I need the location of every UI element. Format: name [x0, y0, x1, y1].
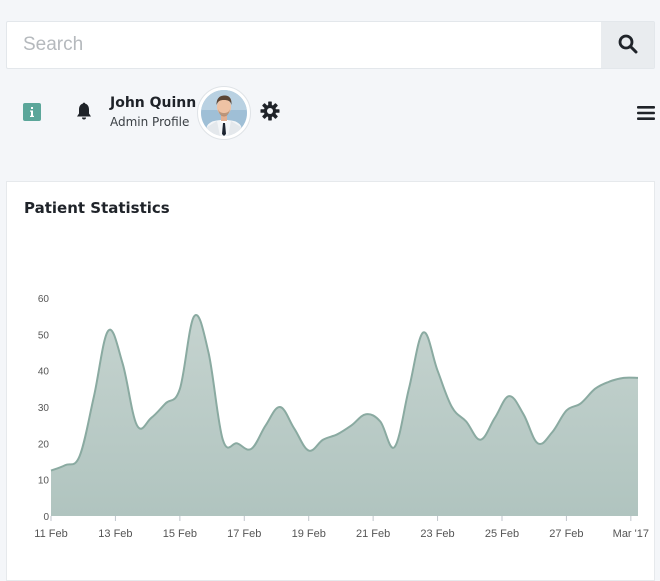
- x-tick-label: 17 Feb: [227, 528, 261, 540]
- y-tick-label: 0: [43, 512, 49, 523]
- info-icon[interactable]: [23, 103, 41, 121]
- patient-statistics-card: Patient Statistics 0 10 20 30 40 50 60 11 Feb 13…: [6, 181, 655, 581]
- y-tick-label: 60: [38, 294, 50, 305]
- y-tick-label: 10: [38, 476, 50, 487]
- x-tick-label: 21 Feb: [356, 528, 390, 540]
- search-icon: [618, 34, 638, 57]
- search-bar: [6, 21, 655, 69]
- x-tick-label: 11 Feb: [34, 528, 67, 540]
- y-tick-label: 50: [38, 330, 50, 341]
- card-title: Patient Statistics: [24, 199, 170, 217]
- user-profile[interactable]: John Quinn Admin Profile: [110, 94, 196, 130]
- x-tick-label: 25 Feb: [485, 528, 519, 540]
- x-tick-label: Mar '17: [613, 528, 649, 540]
- y-tick-label: 20: [38, 439, 50, 450]
- area-fill: [51, 314, 638, 516]
- avatar[interactable]: [197, 86, 251, 140]
- series-line: [50, 313, 639, 472]
- top-header: John Quinn Admin Profile: [0, 84, 660, 140]
- gear-icon[interactable]: [260, 101, 280, 125]
- search-input[interactable]: [7, 22, 601, 68]
- y-tick-label: 40: [38, 367, 50, 378]
- y-tick-label: 30: [38, 403, 50, 414]
- user-role: Admin Profile: [110, 115, 190, 129]
- bell-icon[interactable]: [75, 102, 93, 126]
- x-tick-label: 15 Feb: [163, 528, 197, 540]
- x-tick-label: 13 Feb: [98, 528, 132, 540]
- user-name: John Quinn: [110, 95, 197, 111]
- x-tick-label: 19 Feb: [292, 528, 326, 540]
- x-tick-label: 27 Feb: [549, 528, 583, 540]
- x-tick-label: 23 Feb: [420, 528, 454, 540]
- search-button[interactable]: [601, 22, 654, 68]
- hamburger-menu-icon[interactable]: [637, 105, 655, 125]
- patient-statistics-chart: 0 10 20 30 40 50 60 11 Feb 13 Feb 15 Feb 17 Feb 19 …: [34, 294, 649, 540]
